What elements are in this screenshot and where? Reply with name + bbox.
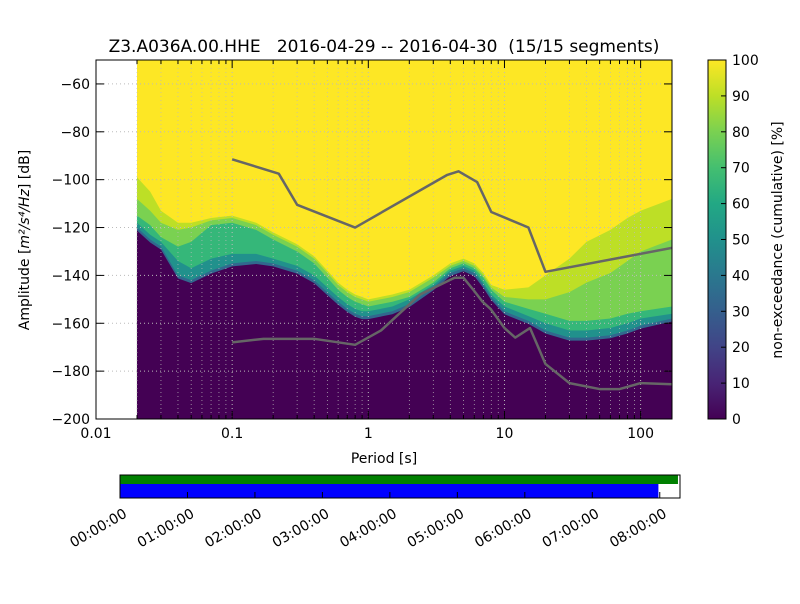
colorbar-tick-label: 30 [732, 304, 750, 320]
data-coverage-timeline: 00:00:00 01:00:00 02:00:00 03:00:00 04:00:00… [67, 474, 681, 551]
y-axis-label-prefix: Amplitude [ [17, 249, 33, 331]
x-tick-label: 1 [364, 426, 373, 442]
y-tick-label: −100 [52, 173, 90, 189]
timeline-tick-label: 00:00:00 [67, 506, 129, 551]
x-tick-label: 100 [627, 426, 654, 442]
colorbar-gradient [708, 60, 726, 419]
colorbar-tick-label: 50 [732, 233, 750, 249]
colorbar-tick-label: 90 [732, 89, 750, 105]
y-tick-label: −120 [52, 221, 90, 237]
colorbar-tick-label: 80 [732, 125, 750, 141]
axis-ticks: 0.01 0.1 1 10 100 −60 −80 −100 −120 −140 −160 −180 −… [52, 60, 672, 442]
timeline-tick-label: 02:00:00 [202, 506, 264, 551]
y-tick-label: −200 [52, 412, 90, 428]
timeline-frame [119, 474, 681, 499]
ppsd-heatmap [136, 60, 672, 419]
heatmap-low-region [136, 230, 672, 419]
timeline-tick-label: 03:00:00 [270, 506, 332, 551]
colorbar-tick-label: 20 [732, 340, 750, 356]
data-coverage-bar [120, 484, 659, 498]
y-tick-label: −180 [52, 364, 90, 380]
colorbar-label: non-exceedance (cumulative) [%] [770, 121, 786, 358]
x-tick-label: 0.01 [80, 426, 111, 442]
y-tick-label: −60 [60, 77, 90, 93]
noise-model-lines [231, 158, 672, 391]
x-tick-label: 0.1 [221, 426, 243, 442]
x-axis-label: Period [s] [351, 451, 417, 467]
timeline-tick-label: 08:00:00 [607, 506, 669, 551]
colorbar-tick-label: 40 [732, 268, 750, 284]
plot-frame [95, 59, 673, 420]
x-tick-label: 10 [496, 426, 514, 442]
noise-model-line-upper [231, 158, 672, 274]
chart-title: Z3.A036A.00.HHE 2016-04-29 -- 2016-04-30… [109, 37, 660, 57]
plot-area: 0.01 0.1 1 10 100 −60 −80 −100 −120 −140 −160 −180 −… [52, 59, 673, 442]
y-axis-label-suffix: ] [dB] [17, 150, 33, 189]
colorbar-ticks: 0 10 20 30 40 50 60 70 80 90 100 [721, 53, 759, 428]
colorbar-frame [707, 59, 727, 420]
colorbar-tick-label: 100 [732, 53, 759, 69]
colorbar: 0 10 20 30 40 50 60 70 80 90 100 [707, 53, 759, 428]
colorbar-tick-label: 60 [732, 197, 750, 213]
colorbar-tick-label: 70 [732, 161, 750, 177]
timeline-tick-label: 05:00:00 [405, 506, 467, 551]
noise-model-line-lower [232, 276, 672, 391]
timeline-tick-label: 04:00:00 [337, 506, 399, 551]
timeline-ticks: 00:00:00 01:00:00 02:00:00 03:00:00 04:00:00… [67, 492, 670, 551]
y-axis-label-units: m²/s⁴/Hz [17, 188, 33, 248]
timeline-tick-label: 01:00:00 [135, 506, 197, 551]
timeline-tick-label: 07:00:00 [540, 506, 602, 551]
y-axis-label: Amplitude [m²/s⁴/Hz] [dB] [17, 150, 33, 330]
y-tick-label: −80 [60, 125, 90, 141]
colorbar-tick-label: 10 [732, 376, 750, 392]
y-tick-label: −160 [52, 316, 90, 332]
grid-lines [96, 60, 672, 419]
y-tick-label: −140 [52, 268, 90, 284]
segments-coverage-bar [120, 475, 678, 484]
timeline-tick-label: 06:00:00 [472, 506, 534, 551]
colorbar-tick-label: 0 [732, 412, 741, 428]
